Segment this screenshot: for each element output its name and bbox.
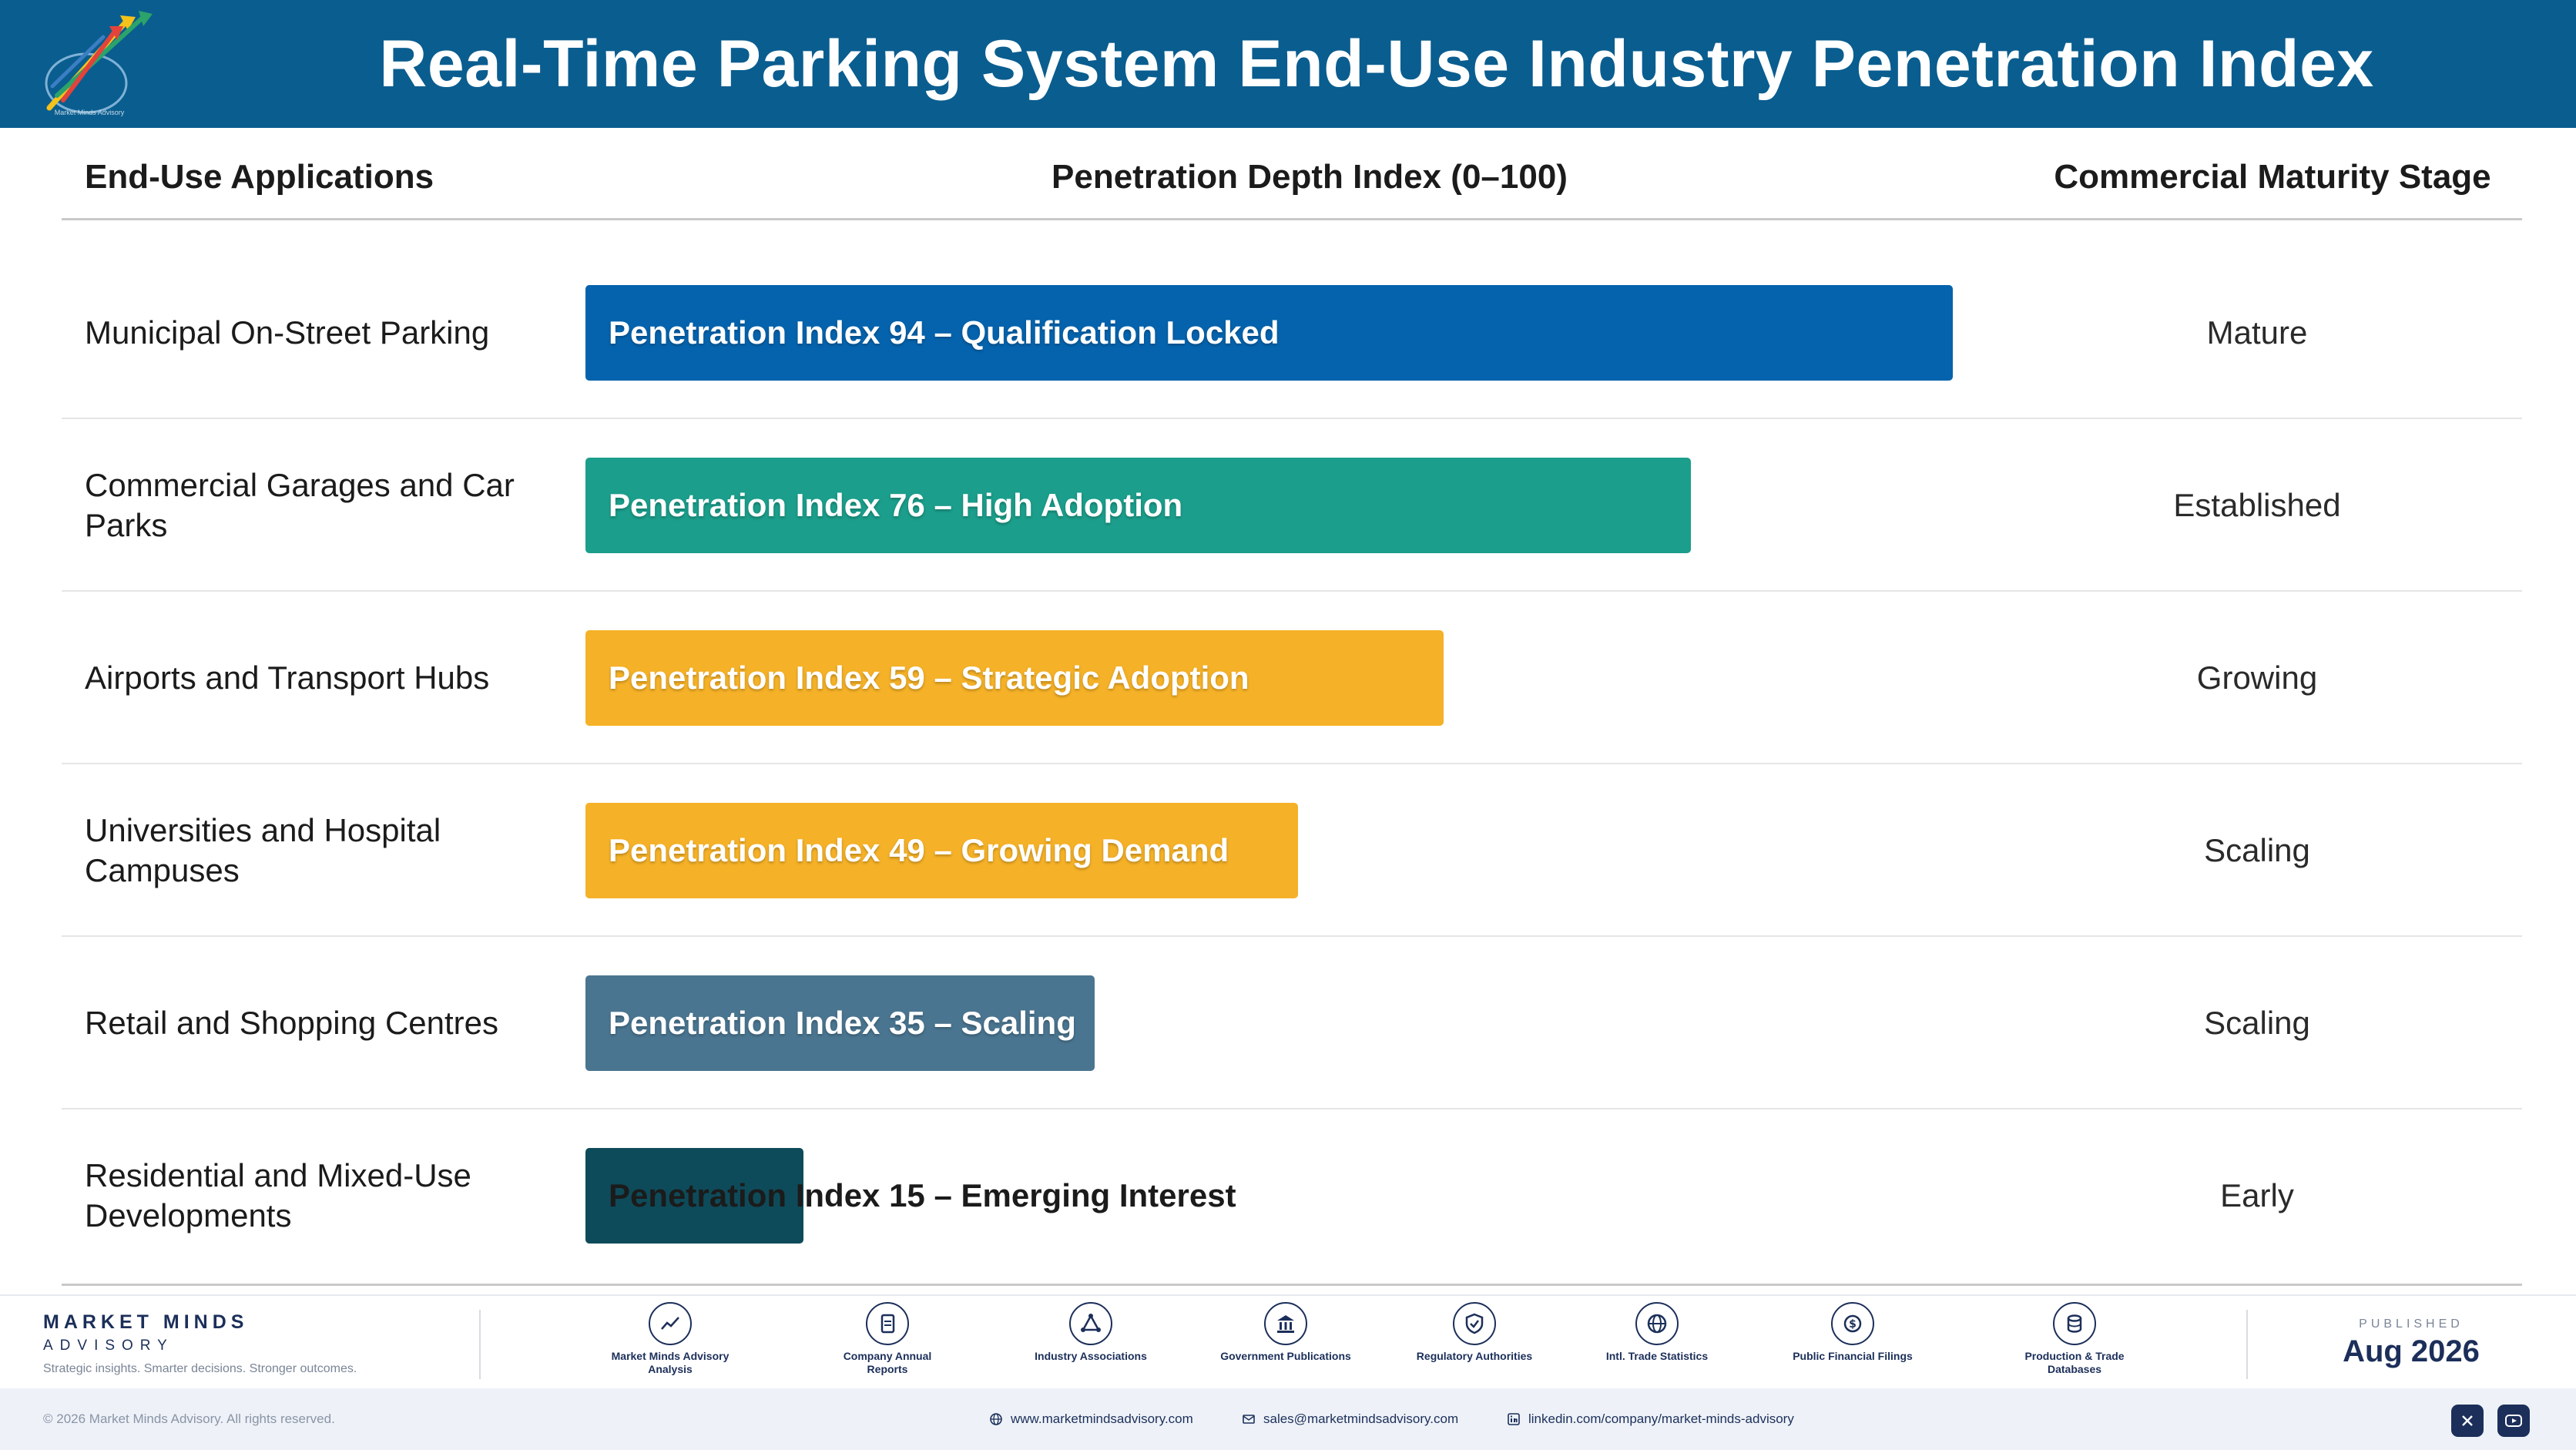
email-link[interactable]: sales@marketmindsadvisory.com bbox=[1242, 1388, 1458, 1450]
category-label: Municipal On-Street Parking bbox=[85, 314, 490, 351]
header-divider bbox=[62, 218, 2522, 220]
maturity-stage: Early bbox=[2220, 1177, 2294, 1213]
source-public-financial-filings: $ Public Financial Filings bbox=[1787, 1302, 1918, 1363]
source-label: Company Annual Reports bbox=[843, 1350, 932, 1375]
chart-line-icon bbox=[649, 1302, 692, 1345]
footer-divider bbox=[479, 1310, 481, 1379]
maturity-stage: Growing bbox=[2196, 660, 2318, 696]
shield-check-icon bbox=[1453, 1302, 1496, 1345]
category-label: Retail and Shopping Centres bbox=[85, 1005, 499, 1041]
brand-subtitle: ADVISORY bbox=[43, 1338, 174, 1354]
footer-divider bbox=[2246, 1310, 2248, 1379]
copyright-text: © 2026 Market Minds Advisory. All rights… bbox=[43, 1411, 335, 1426]
source-label: Regulatory Authorities bbox=[1416, 1350, 1533, 1362]
x-twitter-icon[interactable] bbox=[2451, 1405, 2484, 1437]
bar bbox=[585, 285, 1953, 381]
network-icon bbox=[1069, 1302, 1112, 1345]
government-building-icon bbox=[1264, 1302, 1307, 1345]
email-text: sales@marketmindsadvisory.com bbox=[1263, 1411, 1459, 1426]
row-divider bbox=[62, 1108, 2522, 1109]
source-label: Intl. Trade Statistics bbox=[1605, 1350, 1709, 1362]
source-label: Industry Associations bbox=[1035, 1350, 1147, 1362]
logo-caption: Market Minds Advisory bbox=[54, 109, 125, 116]
table-bottom-divider bbox=[62, 1284, 2522, 1286]
bar bbox=[585, 1148, 803, 1244]
youtube-icon[interactable] bbox=[2497, 1405, 2530, 1437]
header-banner: Market Minds Advisory Real-Time Parking … bbox=[0, 0, 2576, 128]
maturity-stage: Scaling bbox=[2204, 1005, 2310, 1041]
page-title: Real-Time Parking System End-Use Industr… bbox=[379, 26, 2374, 101]
bar-data-label: Penetration Index 94 – Qualification Loc… bbox=[609, 314, 1280, 351]
source-intl-trade-statistics: Intl. Trade Statistics bbox=[1592, 1302, 1722, 1363]
bar bbox=[585, 458, 1691, 553]
chart-row: Retail and Shopping Centres Penetration I… bbox=[62, 937, 2522, 1109]
row-divider bbox=[62, 590, 2522, 592]
chart-row: Universities and Hospital Campuses Penetr… bbox=[62, 764, 2522, 937]
source-government-publications: Government Publications bbox=[1220, 1302, 1351, 1363]
bar-data-label: Penetration Index 35 – Scaling bbox=[609, 1005, 1076, 1041]
bar bbox=[585, 630, 1444, 726]
globe-icon bbox=[989, 1412, 1003, 1426]
source-regulatory-authorities: Regulatory Authorities bbox=[1409, 1302, 1540, 1363]
website-text: www.marketmindsadvisory.com bbox=[1011, 1411, 1193, 1426]
bar-track: Penetration Index 49 – Growing Demand bbox=[585, 803, 2040, 898]
chart-row: Airports and Transport Hubs Penetration I… bbox=[62, 592, 2522, 764]
bar-track: Penetration Index 15 – Emerging Interest bbox=[585, 1148, 2040, 1244]
category-label: Universities and Hospital Campuses bbox=[85, 812, 441, 888]
column-header-index: Penetration Depth Index (0–100) bbox=[1052, 158, 1568, 196]
bar-data-label: Penetration Index 59 – Strategic Adoptio… bbox=[609, 660, 1249, 696]
bar-track: Penetration Index 94 – Qualification Loc… bbox=[585, 285, 2040, 381]
chart-row: Municipal On-Street Parking Penetration I… bbox=[62, 247, 2522, 419]
maturity-stage: Established bbox=[2173, 487, 2341, 523]
source-industry-associations: Industry Associations bbox=[1025, 1302, 1156, 1363]
website-link[interactable]: www.marketmindsadvisory.com bbox=[989, 1388, 1193, 1450]
source-market-minds-analysis: Market Minds Advisory Analysis bbox=[605, 1302, 736, 1376]
row-divider bbox=[62, 418, 2522, 419]
coin-icon: $ bbox=[1831, 1302, 1874, 1345]
column-header-stage: Commercial Maturity Stage bbox=[2054, 158, 2491, 196]
rising-arrows-logo bbox=[45, 11, 153, 114]
source-production-trade-databases: Production & Trade Databases bbox=[2009, 1302, 2140, 1376]
brand-name: MARKET MINDS bbox=[43, 1311, 249, 1333]
contact-bar: © 2026 Market Minds Advisory. All rights… bbox=[0, 1388, 2576, 1450]
chart-row: Commercial Garages and Car Parks Penetrat… bbox=[62, 419, 2522, 592]
source-label: Public Financial Filings bbox=[1793, 1350, 1913, 1362]
sources-footer: MARKET MINDS ADVISORY Strategic insights… bbox=[0, 1294, 2576, 1388]
linkedin-link[interactable]: linkedin.com/company/market-minds-adviso… bbox=[1507, 1388, 1794, 1450]
bar-track: Penetration Index 76 – High Adoption bbox=[585, 458, 2040, 553]
source-label: Government Publications bbox=[1220, 1350, 1351, 1362]
bar-data-label: Penetration Index 49 – Growing Demand bbox=[609, 832, 1229, 868]
svg-text:$: $ bbox=[1849, 1318, 1857, 1331]
bar-data-label: Penetration Index 15 – Emerging Interest bbox=[609, 1177, 1236, 1213]
category-label: Residential and Mixed-Use Developments bbox=[85, 1157, 471, 1234]
bar-track: Penetration Index 35 – Scaling bbox=[585, 975, 2040, 1071]
bar-track: Penetration Index 59 – Strategic Adoptio… bbox=[585, 630, 2040, 726]
published-label: PUBLISHED bbox=[2359, 1317, 2464, 1331]
linkedin-icon bbox=[1507, 1412, 1521, 1426]
category-label: Airports and Transport Hubs bbox=[85, 660, 490, 696]
category-label: Commercial Garages and Car Parks bbox=[85, 467, 515, 543]
maturity-stage: Mature bbox=[2206, 314, 2308, 351]
bar bbox=[585, 975, 1095, 1071]
chart-row: Residential and Mixed-Use Developments Pe… bbox=[62, 1109, 2522, 1282]
mail-icon bbox=[1242, 1412, 1256, 1426]
source-label: Production & Trade Databases bbox=[2024, 1350, 2125, 1375]
database-icon bbox=[2053, 1302, 2096, 1345]
globe-icon bbox=[1635, 1302, 1679, 1345]
brand-tagline: Strategic insights. Smarter decisions. S… bbox=[43, 1362, 357, 1375]
document-icon bbox=[866, 1302, 909, 1345]
source-label: Market Minds Advisory Analysis bbox=[611, 1350, 730, 1375]
row-divider bbox=[62, 935, 2522, 937]
row-divider bbox=[62, 763, 2522, 764]
published-date: Aug 2026 bbox=[2343, 1334, 2480, 1368]
linkedin-text: linkedin.com/company/market-minds-adviso… bbox=[1528, 1411, 1794, 1426]
bar bbox=[585, 803, 1298, 898]
source-company-annual-reports: Company Annual Reports bbox=[822, 1302, 953, 1376]
maturity-stage: Scaling bbox=[2204, 832, 2310, 868]
column-header-applications: End-Use Applications bbox=[85, 158, 434, 196]
bar-data-label: Penetration Index 76 – High Adoption bbox=[609, 487, 1183, 523]
